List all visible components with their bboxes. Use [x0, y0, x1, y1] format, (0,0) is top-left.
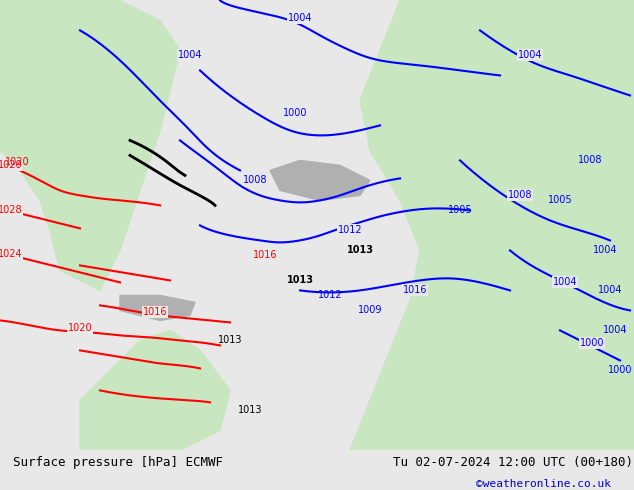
Text: 1000: 1000: [283, 108, 307, 119]
Text: 1013: 1013: [238, 405, 262, 416]
Text: 1005: 1005: [548, 196, 573, 205]
Text: 1012: 1012: [318, 291, 342, 300]
Text: 1020: 1020: [0, 160, 22, 171]
Polygon shape: [350, 0, 634, 450]
Text: 1004: 1004: [553, 277, 577, 288]
Text: 1013: 1013: [287, 275, 313, 285]
Text: 1013: 1013: [217, 335, 242, 345]
Text: 1004: 1004: [603, 325, 627, 335]
Text: ©weatheronline.co.uk: ©weatheronline.co.uk: [476, 479, 611, 489]
Text: 1004: 1004: [593, 245, 618, 255]
Text: 1028: 1028: [0, 205, 22, 216]
Text: 1004: 1004: [178, 50, 202, 60]
Polygon shape: [120, 295, 195, 320]
Text: 1013: 1013: [347, 245, 373, 255]
Text: 1016: 1016: [253, 250, 277, 260]
Text: 1008: 1008: [578, 155, 602, 166]
Text: 1020: 1020: [68, 323, 93, 333]
Text: Surface pressure [hPa] ECMWF: Surface pressure [hPa] ECMWF: [13, 456, 223, 469]
Polygon shape: [270, 160, 370, 200]
Polygon shape: [80, 330, 230, 450]
Text: 1004: 1004: [518, 50, 542, 60]
Text: 1016: 1016: [143, 307, 167, 318]
Text: 1016: 1016: [403, 285, 427, 295]
Polygon shape: [0, 0, 180, 291]
Text: 1008: 1008: [508, 191, 533, 200]
Text: 1009: 1009: [358, 305, 382, 316]
Text: 1005: 1005: [448, 205, 472, 216]
Text: 1004: 1004: [598, 285, 622, 295]
Text: Tu 02-07-2024 12:00 UTC (00+180): Tu 02-07-2024 12:00 UTC (00+180): [393, 456, 633, 469]
Text: 1012: 1012: [338, 225, 362, 235]
Text: 1008: 1008: [243, 175, 268, 185]
Polygon shape: [380, 21, 570, 141]
Text: 1024: 1024: [0, 249, 22, 259]
Text: 1000: 1000: [579, 339, 604, 348]
Text: 1004: 1004: [288, 13, 313, 24]
Text: 1000: 1000: [608, 366, 632, 375]
Text: 1020: 1020: [5, 157, 30, 168]
